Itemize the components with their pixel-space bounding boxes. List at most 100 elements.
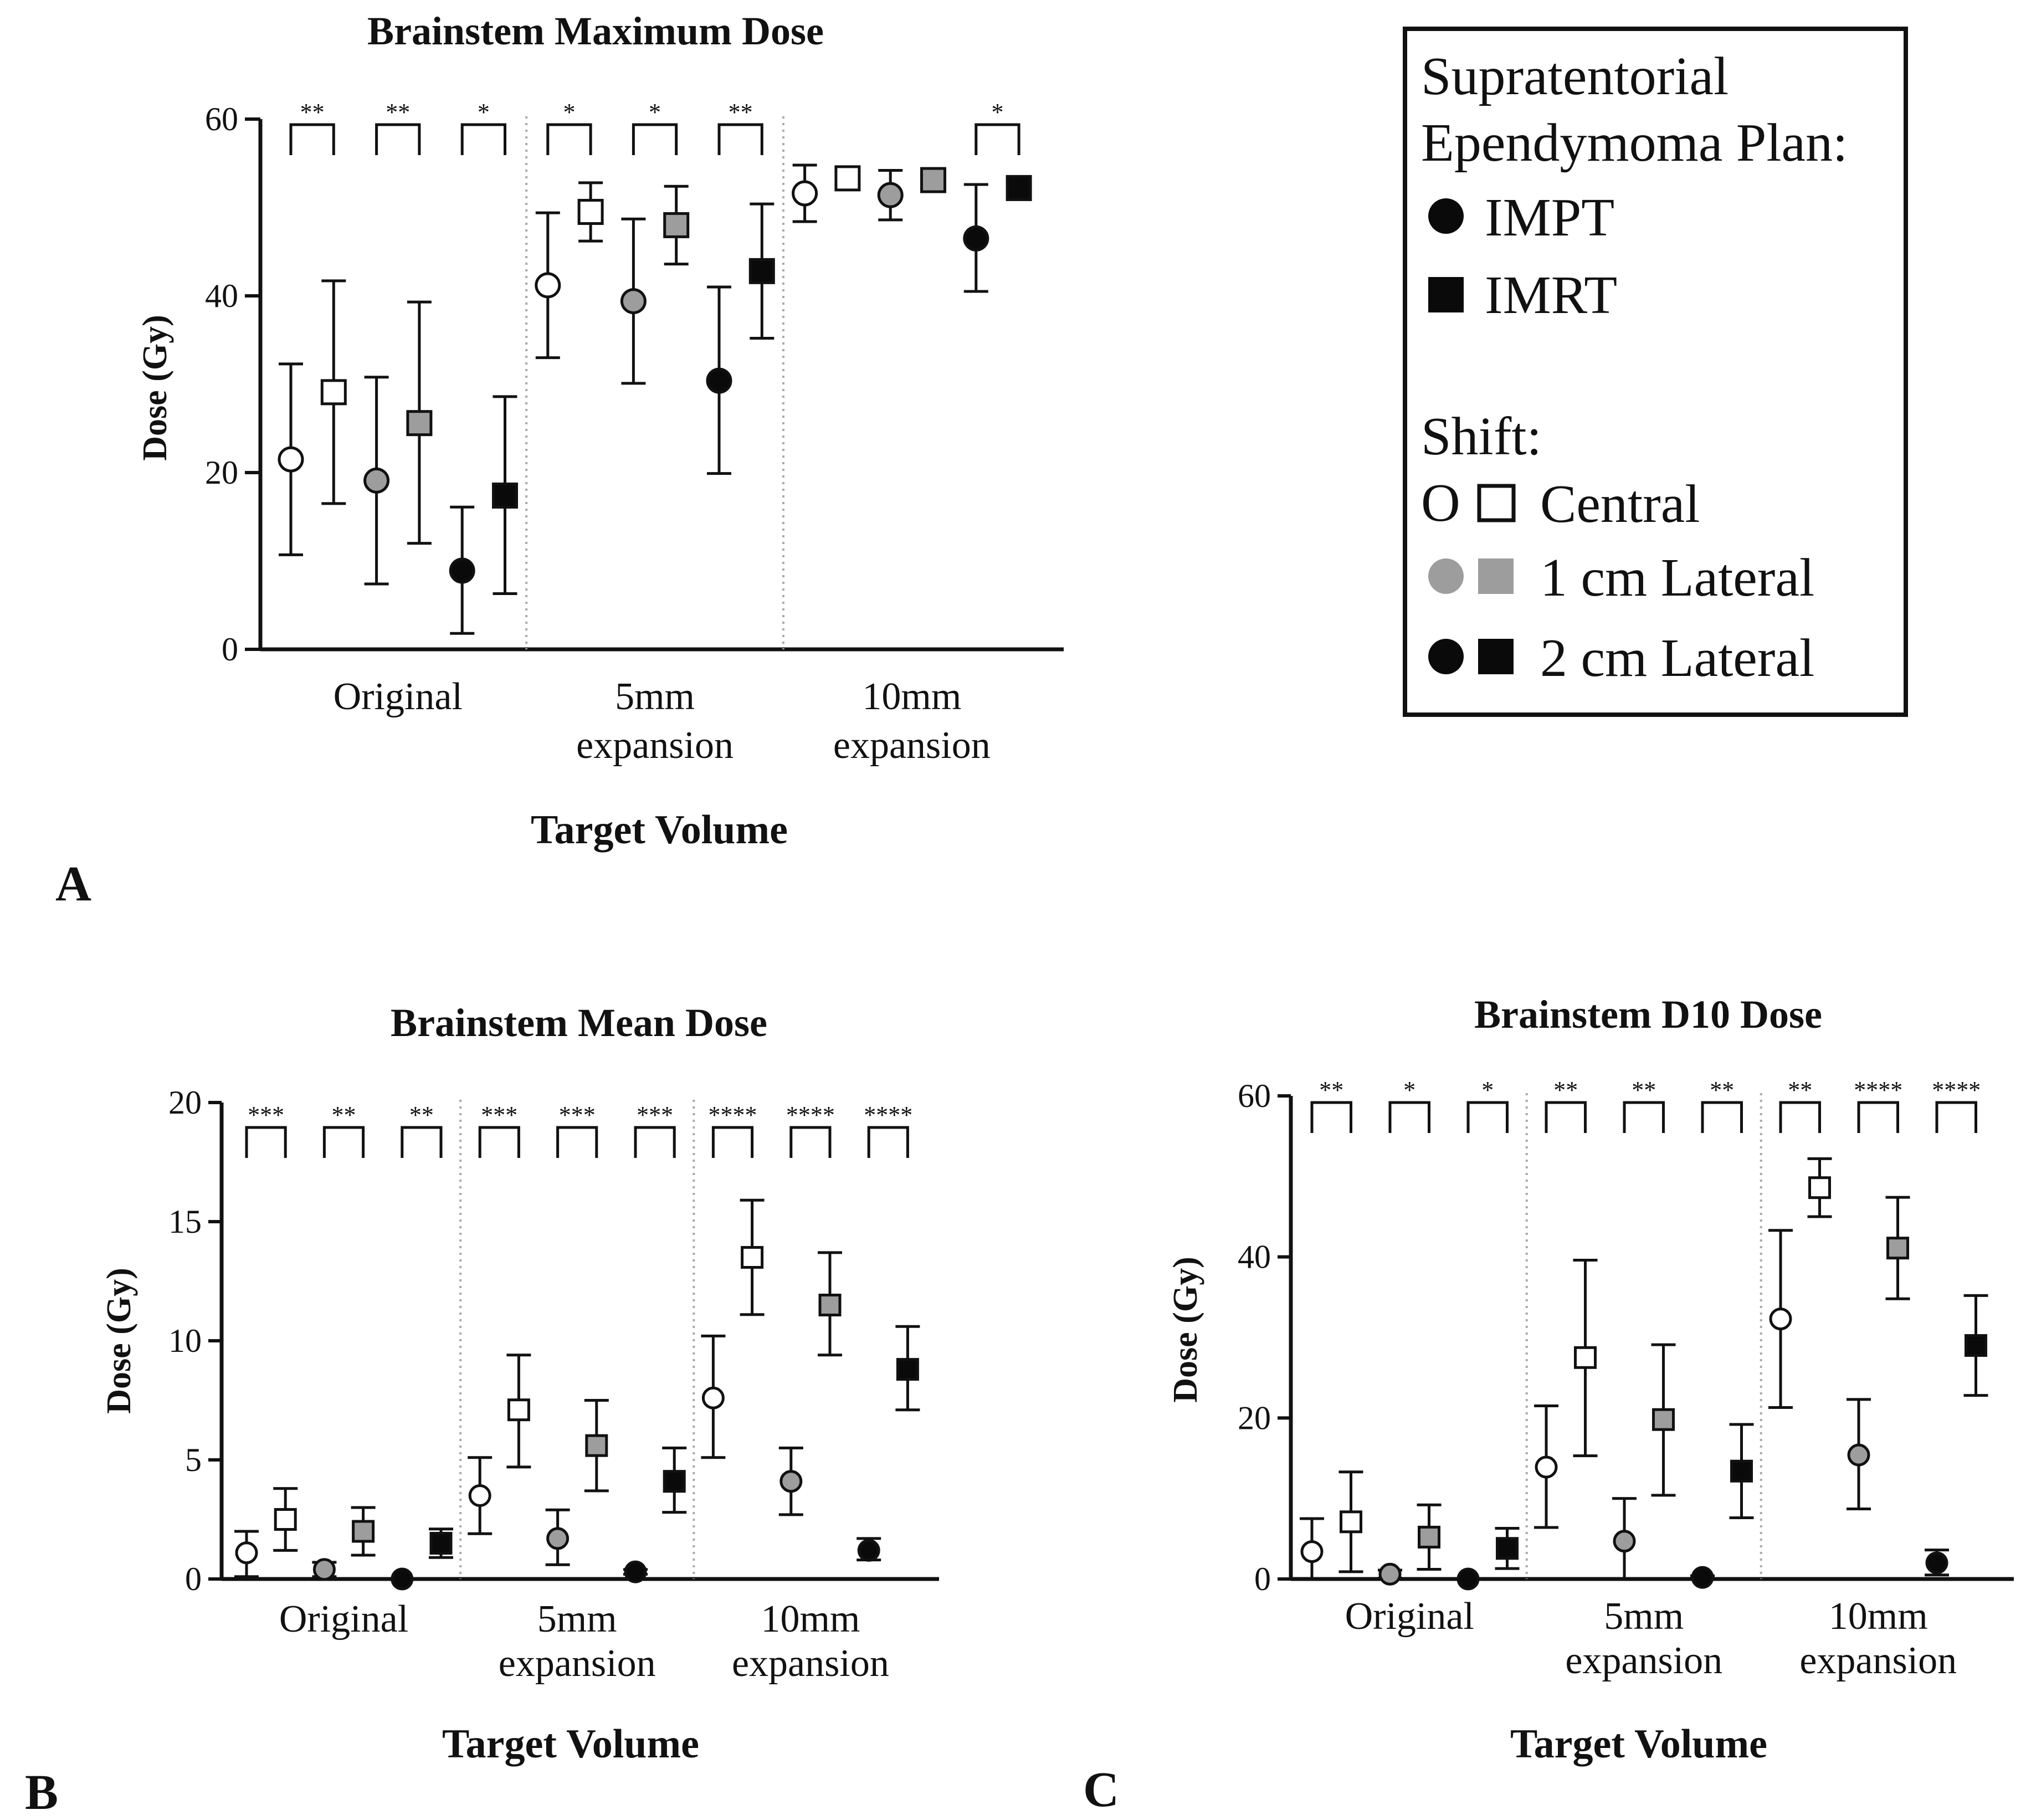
y-tick-label: 40 (205, 278, 238, 314)
significance-bracket (1935, 1101, 1977, 1133)
x-category-label: 10mm (1829, 1595, 1928, 1638)
data-point-imrt (1886, 1237, 1909, 1260)
significance-label: **** (1932, 1076, 1981, 1104)
significance-bracket (1310, 1101, 1352, 1133)
data-point-imrt (834, 165, 861, 192)
data-point-impt (1535, 1455, 1558, 1479)
data-point-imrt (507, 1398, 530, 1422)
significance-label: *** (481, 1101, 517, 1129)
y-tick-label: 40 (1238, 1239, 1271, 1275)
x-category-label: Original (279, 1598, 408, 1640)
data-point-imrt (429, 1532, 453, 1555)
significance-bracket (1623, 1101, 1665, 1133)
significance-bracket (1388, 1101, 1430, 1133)
data-point-impt (1769, 1308, 1792, 1331)
data-point-imrt (896, 1358, 919, 1381)
data-point-imrt (352, 1520, 375, 1543)
data-point-imrt (577, 198, 604, 225)
data-point-impt (963, 225, 989, 252)
legend-lateral1: 1 cm Lateral (1540, 548, 1814, 608)
significance-bracket (975, 123, 1020, 155)
x-category-label: expansion (1799, 1639, 1957, 1682)
data-point-impt (1691, 1566, 1714, 1589)
data-point-impt (706, 367, 732, 394)
significance-bracket (546, 123, 592, 155)
significance-bracket (322, 1126, 365, 1158)
legend: Supratentorial Ependymoma Plan: IMPT IMR… (1403, 27, 1908, 717)
y-axis-label: Dose (Gy) (100, 1268, 138, 1413)
significance-bracket (460, 123, 506, 155)
significance-label: ** (729, 99, 753, 126)
legend-impt: IMPT (1485, 188, 1614, 248)
central-square-marker (1477, 484, 1516, 522)
significance-label: * (991, 99, 1003, 126)
significance-bracket (1779, 1101, 1821, 1133)
y-tick-label: 0 (222, 631, 238, 668)
data-point-imrt (920, 167, 946, 193)
y-tick-label: 60 (205, 101, 238, 137)
data-point-imrt (1340, 1510, 1362, 1534)
x-category-label: Original (1345, 1595, 1474, 1638)
data-point-impt (779, 1470, 803, 1493)
impt-circle-marker (1428, 198, 1464, 234)
significance-bracket (789, 1126, 832, 1158)
panel-letter-a: A (55, 857, 91, 911)
x-category-label: expansion (732, 1642, 889, 1685)
legend-imrt: IMRT (1485, 265, 1617, 325)
significance-label: ** (332, 1101, 356, 1129)
significance-bracket (478, 1126, 520, 1158)
y-tick-label: 10 (168, 1322, 202, 1359)
data-point-impt (278, 446, 304, 473)
significance-label: *** (248, 1101, 284, 1129)
x-category-label: 10mm (761, 1598, 860, 1640)
data-point-impt (701, 1386, 725, 1409)
central-prefix-glyph: O (1421, 473, 1460, 533)
data-point-imrt (1574, 1346, 1597, 1369)
data-point-impt (1613, 1530, 1636, 1553)
chart-title: Brainstem Mean Dose (391, 1001, 767, 1045)
significance-bracket (1545, 1101, 1587, 1133)
data-point-imrt (585, 1434, 608, 1457)
data-point-impt (792, 180, 818, 207)
data-point-imrt (492, 482, 518, 509)
chart-title: Brainstem Maximum Dose (367, 9, 824, 53)
significance-label: ** (386, 99, 410, 126)
significance-label: ** (1319, 1076, 1343, 1104)
significance-bracket (711, 1126, 754, 1158)
data-point-imrt (1006, 175, 1032, 201)
chart-d10-dose: Brainstem D10 Dose Dose (Gy) Target Volu… (1167, 992, 2014, 1767)
data-point-impt (235, 1541, 258, 1565)
significance-label: **** (709, 1101, 757, 1129)
y-tick-label: 60 (1238, 1078, 1271, 1114)
data-point-imrt (1652, 1408, 1675, 1431)
data-point-impt (391, 1567, 414, 1591)
y-axis-label: Dose (Gy) (1167, 1257, 1204, 1402)
data-point-impt (857, 1539, 880, 1562)
x-category-label: 5mm (537, 1598, 617, 1640)
lateral2-circle-marker (1428, 639, 1464, 674)
data-point-impt (535, 272, 561, 299)
x-category-label: Original (334, 675, 463, 718)
panel-letter-b: B (25, 1765, 58, 1820)
y-tick-label: 20 (168, 1084, 202, 1121)
significance-label: ** (1788, 1076, 1812, 1104)
significance-label: * (478, 99, 490, 126)
x-category-label: 10mm (862, 675, 961, 718)
data-point-impt (449, 557, 475, 584)
chart-title: Brainstem D10 Dose (1474, 992, 1822, 1037)
y-tick-label: 20 (1238, 1399, 1271, 1436)
significance-label: *** (637, 1101, 673, 1129)
chart-mean-dose: Brainstem Mean Dose Dose (Gy) Target Vol… (100, 1001, 939, 1767)
chart-max-dose: Brainstem Maximum Dose Dose (Gy) Target … (136, 9, 1064, 853)
data-point-impt (1378, 1562, 1402, 1586)
x-axis-label: Target Volume (442, 1721, 699, 1767)
legend-central: Central (1540, 474, 1700, 534)
significance-bracket (867, 1126, 909, 1158)
legend-title-line1: Supratentorial (1421, 47, 1729, 106)
significance-bracket (1701, 1101, 1743, 1133)
data-point-impt (624, 1560, 647, 1583)
y-tick-label: 15 (168, 1203, 202, 1240)
data-point-imrt (1808, 1176, 1831, 1199)
